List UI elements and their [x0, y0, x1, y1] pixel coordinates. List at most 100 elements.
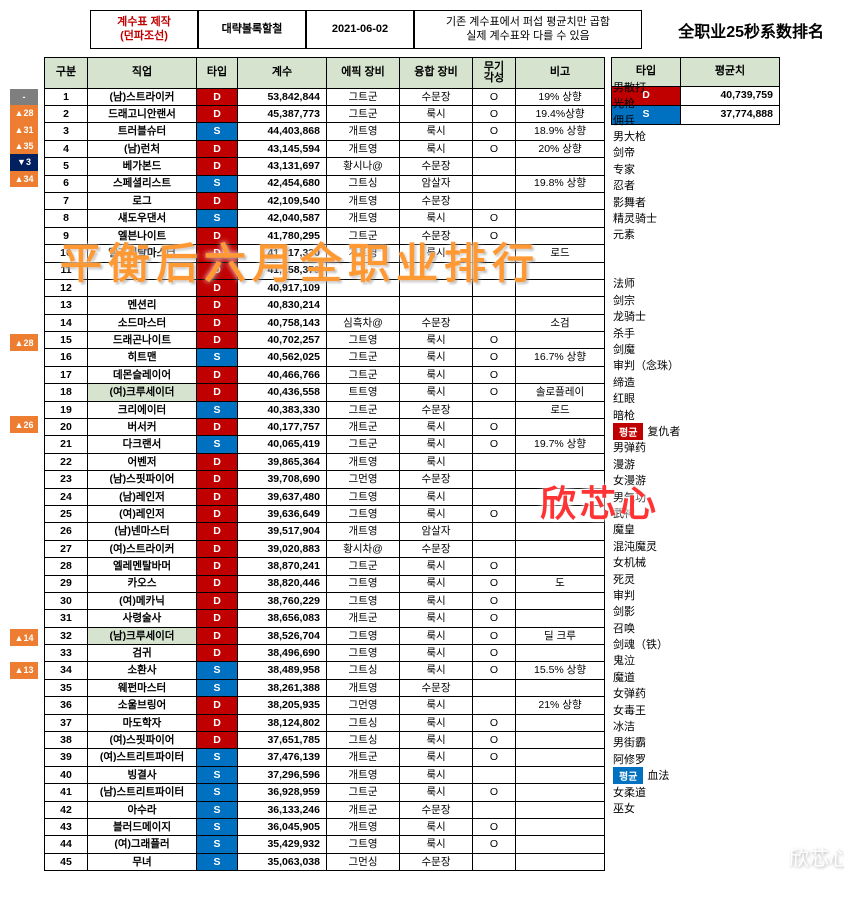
cell: 그트군	[327, 88, 400, 105]
cell: 룩시	[400, 384, 473, 401]
cell: 그트싱	[327, 175, 400, 192]
cell: 룩시	[400, 419, 473, 436]
cell: 룩시	[400, 245, 473, 262]
side-class-text: 审判（念珠）	[613, 357, 679, 373]
cell: (여)스트라이커	[88, 540, 197, 557]
table-row: 29카오스D38,820,446그트영룩시O도	[45, 575, 605, 592]
cell: 44	[45, 836, 88, 853]
cell: 37,476,139	[238, 749, 327, 766]
cell: 38	[45, 732, 88, 749]
cell: 43,131,697	[238, 158, 327, 175]
cell: 개트군	[327, 801, 400, 818]
table-row: 40빙결사S37,296,596개트영룩시	[45, 766, 605, 783]
rank-change-badge	[10, 285, 38, 301]
cell	[327, 297, 400, 314]
cell: 룩시	[400, 610, 473, 627]
cell: 37,296,596	[238, 766, 327, 783]
cell: 그트군	[327, 366, 400, 383]
cell: S	[197, 436, 238, 453]
cell: 36	[45, 697, 88, 714]
cell: 황시나@	[327, 158, 400, 175]
side-class-text: 审判	[613, 587, 635, 603]
side-class-label: 魔道	[611, 669, 680, 685]
cell: 암살자	[400, 523, 473, 540]
side-class-label: 男散打	[611, 79, 680, 95]
side-class-text: 巫女	[613, 800, 635, 816]
cell: O	[473, 627, 516, 644]
side-class-label: 女柔道	[611, 783, 680, 799]
cell: 39,517,904	[238, 523, 327, 540]
rank-change-badge: -	[10, 89, 38, 105]
cell	[473, 471, 516, 488]
side-class-text: 漫游	[613, 456, 635, 472]
side-class-label: 女毒王	[611, 701, 680, 717]
cell: 9	[45, 227, 88, 244]
cell: 엘레멘탈바머	[88, 558, 197, 575]
side-class-text: 鬼泣	[613, 652, 635, 668]
cell: 17	[45, 366, 88, 383]
side-class-label: 鬼泣	[611, 652, 680, 668]
cell: D	[197, 540, 238, 557]
cell: 황시차@	[327, 540, 400, 557]
cell: D	[197, 453, 238, 470]
table-row: 18(여)크루세이더D40,436,558트트영룩시O솔로플레이	[45, 384, 605, 401]
side-class-text: 死灵	[613, 571, 635, 587]
side-class-text: 召唤	[613, 620, 635, 636]
side-class-label: 审判（念珠）	[611, 357, 680, 373]
cell: 개트영	[327, 245, 400, 262]
rank-change-badge	[10, 367, 38, 383]
cell: 37	[45, 714, 88, 731]
table-row: 44(여)그래플러S35,429,932그트영룩시O	[45, 836, 605, 853]
cell	[516, 279, 605, 296]
rank-change-badge	[10, 302, 38, 318]
rank-change-badge	[10, 597, 38, 613]
cell: 소드마스터	[88, 314, 197, 331]
rank-change-badge	[10, 482, 38, 498]
side-class-text: 元素	[613, 226, 635, 242]
table-row: 14소드마스터D40,758,143심흑차@수문장소검	[45, 314, 605, 331]
table-row: 26(남)넨마스터D39,517,904개트영암살자	[45, 523, 605, 540]
cell: 43,145,594	[238, 140, 327, 157]
cell: S	[197, 784, 238, 801]
cell: 룩시	[400, 105, 473, 122]
cell	[516, 540, 605, 557]
cell: S	[197, 853, 238, 870]
cell	[516, 419, 605, 436]
cell: 19	[45, 401, 88, 418]
cell: (여)스핏파이어	[88, 732, 197, 749]
cell: O	[473, 732, 516, 749]
cell: 룩시	[400, 210, 473, 227]
cell: 31	[45, 610, 88, 627]
cell: 30	[45, 592, 88, 609]
cell: D	[197, 419, 238, 436]
cell: 개트영	[327, 766, 400, 783]
cell: 룩시	[400, 819, 473, 836]
cell: 수문장	[400, 227, 473, 244]
cell: S	[197, 401, 238, 418]
side-class-text: 男大枪	[613, 128, 646, 144]
cell: 그트영	[327, 575, 400, 592]
cell: 38,760,229	[238, 592, 327, 609]
rank-change-badge	[10, 761, 38, 777]
cell: D	[197, 558, 238, 575]
cell: 암살자	[400, 175, 473, 192]
cell: 로그	[88, 192, 197, 209]
cell: 16	[45, 349, 88, 366]
cell: 38,261,388	[238, 679, 327, 696]
cell: O	[473, 105, 516, 122]
cell: 34	[45, 662, 88, 679]
rank-change-badge	[10, 236, 38, 252]
cell: 41,717,330	[238, 245, 327, 262]
side-class-label: 剑魂（铁）	[611, 636, 680, 652]
cell: 39,637,480	[238, 488, 327, 505]
cell: 룩시	[400, 836, 473, 853]
cell	[400, 279, 473, 296]
cell: D	[197, 575, 238, 592]
cell: O	[473, 714, 516, 731]
header-box-4-l1: 기존 계수표에서 퍼섭 평균치만 곱함	[446, 15, 610, 29]
cell: (여)그래플러	[88, 836, 197, 853]
cell	[516, 784, 605, 801]
cell: 19.7% 상향	[516, 436, 605, 453]
table-row: 11D41,158,379	[45, 262, 605, 279]
side-class-label: 女机械	[611, 554, 680, 570]
